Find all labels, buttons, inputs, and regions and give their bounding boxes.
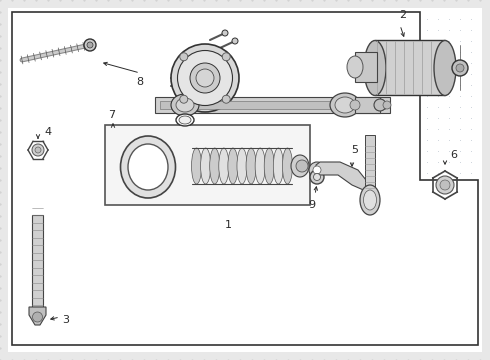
Ellipse shape [192, 148, 201, 184]
Ellipse shape [335, 97, 355, 113]
Circle shape [314, 174, 320, 180]
Ellipse shape [176, 114, 194, 126]
Bar [375, 40, 445, 95]
Ellipse shape [237, 148, 247, 184]
Ellipse shape [171, 44, 239, 112]
Ellipse shape [179, 116, 191, 124]
Ellipse shape [210, 148, 220, 184]
PathPatch shape [316, 162, 370, 192]
Bar [32, 215, 43, 307]
Text: 6: 6 [450, 150, 457, 160]
Ellipse shape [200, 148, 211, 184]
Ellipse shape [196, 69, 214, 87]
Circle shape [222, 95, 230, 103]
Circle shape [32, 144, 44, 156]
Ellipse shape [176, 98, 194, 112]
Circle shape [87, 42, 93, 48]
Circle shape [436, 176, 454, 194]
Text: 2: 2 [399, 10, 407, 20]
Circle shape [84, 39, 96, 51]
Polygon shape [29, 307, 46, 325]
Text: 3: 3 [62, 315, 69, 325]
Ellipse shape [364, 40, 386, 95]
Ellipse shape [190, 63, 220, 93]
Circle shape [35, 147, 41, 153]
Ellipse shape [128, 144, 168, 190]
Ellipse shape [282, 148, 293, 184]
Bar [160, 101, 385, 109]
Bar [355, 97, 380, 113]
Ellipse shape [255, 148, 265, 184]
Polygon shape [12, 12, 478, 345]
Ellipse shape [177, 50, 232, 105]
Ellipse shape [246, 148, 256, 184]
Text: 4: 4 [44, 127, 51, 137]
Ellipse shape [171, 94, 199, 116]
Circle shape [313, 166, 321, 174]
Ellipse shape [219, 148, 229, 184]
Ellipse shape [364, 190, 376, 210]
Circle shape [456, 64, 464, 72]
Ellipse shape [291, 155, 309, 177]
Circle shape [222, 30, 228, 36]
Circle shape [452, 60, 468, 76]
Bar [365, 135, 375, 190]
Circle shape [383, 101, 391, 109]
Text: 9: 9 [308, 200, 316, 210]
Ellipse shape [228, 148, 238, 184]
Ellipse shape [434, 40, 456, 95]
Text: 7: 7 [108, 110, 115, 120]
Text: 5: 5 [351, 145, 359, 155]
Circle shape [180, 95, 188, 103]
Ellipse shape [360, 185, 380, 215]
Circle shape [222, 53, 230, 61]
Circle shape [32, 312, 43, 322]
Ellipse shape [273, 148, 283, 184]
Circle shape [180, 53, 188, 61]
Circle shape [374, 99, 386, 111]
Ellipse shape [264, 148, 274, 184]
Circle shape [309, 162, 325, 178]
Bar [105, 125, 310, 205]
Ellipse shape [121, 136, 175, 198]
Bar [355, 52, 377, 82]
Circle shape [350, 100, 360, 110]
Circle shape [440, 180, 450, 190]
Circle shape [296, 160, 308, 172]
Ellipse shape [330, 93, 360, 117]
Text: 1: 1 [224, 220, 231, 230]
Text: 8: 8 [136, 77, 144, 87]
Bar [155, 97, 390, 113]
Circle shape [310, 170, 324, 184]
Circle shape [232, 38, 238, 44]
Ellipse shape [347, 56, 363, 78]
